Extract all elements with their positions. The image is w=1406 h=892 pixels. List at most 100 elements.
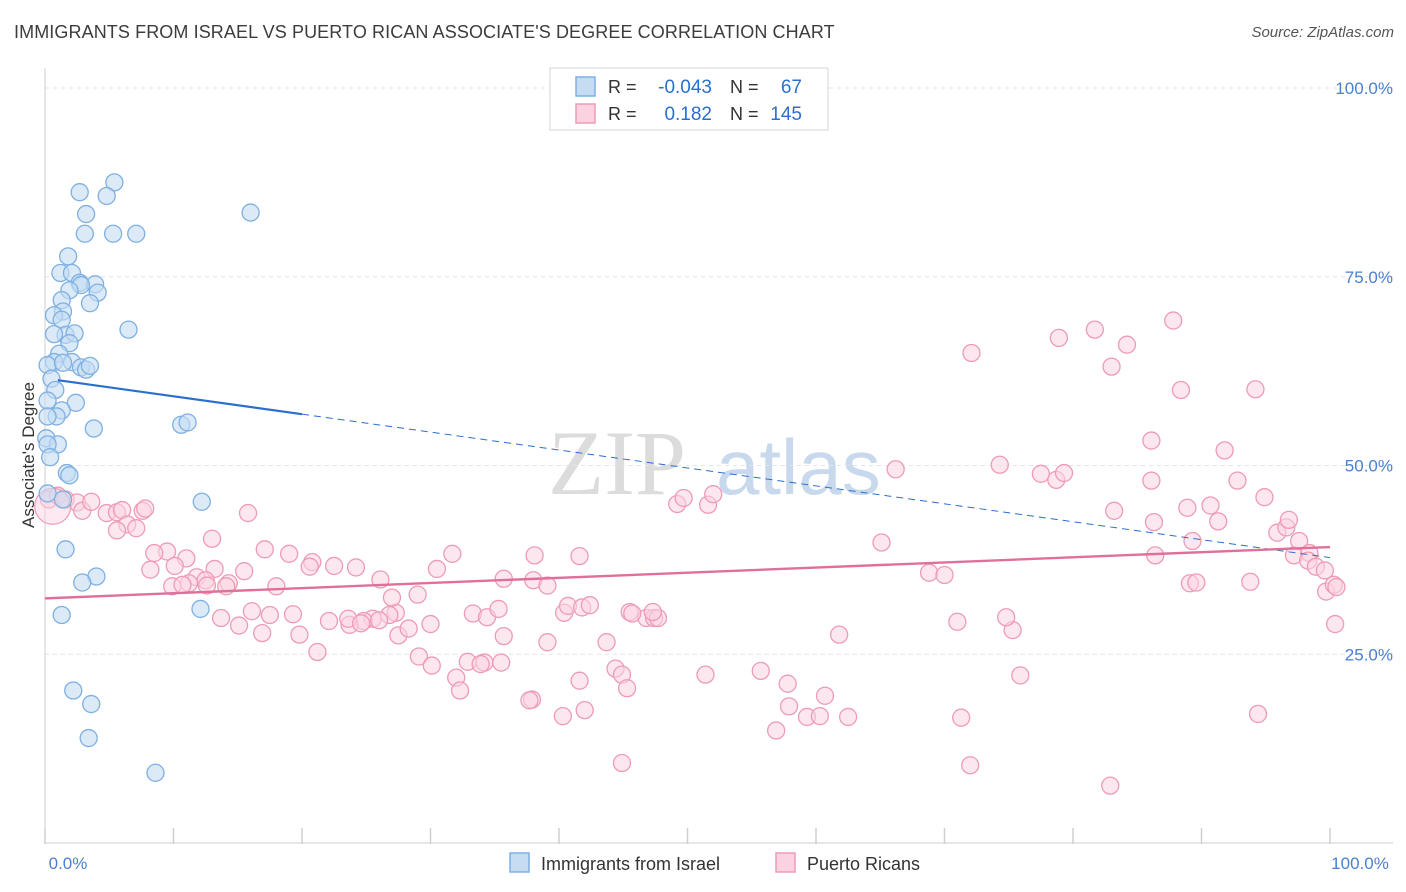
- pr-point-13: [107, 521, 127, 540]
- legend-label-israel[interactable]: Immigrants from Israel: [541, 854, 720, 874]
- pr-point-16: [255, 540, 274, 559]
- pr-point-103: [751, 661, 770, 681]
- pr-point-5: [82, 492, 101, 511]
- x-tick-label-min: 0.0%: [49, 854, 88, 873]
- pr-point-85: [553, 707, 573, 726]
- pr-point-46: [283, 605, 303, 624]
- pr-point-129: [1117, 335, 1137, 354]
- pr-point-133: [1142, 471, 1161, 490]
- pr-point-73: [471, 654, 490, 674]
- pr-point-20: [165, 556, 184, 576]
- israel-point-1: [70, 183, 89, 202]
- pr-point-15: [238, 503, 258, 523]
- israel-point-47: [40, 448, 60, 467]
- israel-point-4: [76, 204, 96, 224]
- pr-point-55: [351, 614, 371, 633]
- israel-point-59: [82, 694, 101, 714]
- pr-point-88: [617, 679, 637, 698]
- israel-point-33: [53, 353, 73, 372]
- pr-point-83: [570, 671, 589, 690]
- israel-trend-line: [57, 379, 303, 416]
- israel-point-0: [105, 173, 124, 192]
- pr-point-40: [382, 588, 402, 607]
- legend-swatch-israel[interactable]: [509, 852, 530, 873]
- pr-point-93: [597, 633, 616, 652]
- pr-point-166: [300, 557, 319, 576]
- pr-point-138: [1183, 531, 1202, 551]
- pr-point-163: [997, 608, 1016, 627]
- pr-point-107: [778, 674, 797, 693]
- israel-point-6: [103, 224, 123, 243]
- israel-point-52: [53, 490, 73, 509]
- pr-point-65: [494, 626, 513, 646]
- pr-point-119: [962, 343, 981, 363]
- pr-point-111: [829, 625, 849, 644]
- pr-point-134: [1144, 512, 1164, 532]
- pr-point-94: [643, 602, 662, 622]
- pr-point-123: [1031, 464, 1051, 483]
- pr-point-66: [409, 647, 429, 666]
- pr-point-113: [886, 460, 905, 479]
- israel-point-41: [84, 419, 103, 438]
- y-tick-label-75: 75.0%: [1345, 268, 1393, 287]
- pr-point-144: [1215, 441, 1234, 460]
- pr-point-117: [952, 708, 971, 727]
- pr-point-164: [704, 485, 723, 504]
- stats-legend-frame: [549, 67, 829, 131]
- pr-point-60: [427, 559, 447, 579]
- pr-point-35: [324, 556, 344, 576]
- pr-point-126: [1049, 328, 1069, 348]
- pr-point-67: [422, 656, 441, 675]
- stats-r-label-pr: R =: [608, 104, 637, 124]
- pr-point-137: [1171, 380, 1191, 400]
- pr-point-96: [570, 546, 589, 566]
- israel-point-40: [38, 407, 57, 426]
- chart-title: IMMIGRANTS FROM ISRAEL VS PUERTO RICAN A…: [14, 22, 835, 42]
- pr-point-75: [525, 546, 544, 565]
- pr-point-139: [1178, 498, 1197, 517]
- pr-point-53: [308, 642, 327, 662]
- stats-n-value-israel: 67: [781, 77, 802, 98]
- israel-point-7: [127, 224, 146, 243]
- pr-point-162: [1327, 577, 1346, 597]
- pr-point-145: [1228, 471, 1247, 490]
- pr-point-102: [696, 665, 715, 684]
- pr-point-58: [399, 619, 418, 638]
- israel-point-43: [178, 413, 197, 432]
- israel-trend-line-projection: [301, 413, 1331, 559]
- legend-swatch-pr[interactable]: [775, 852, 796, 873]
- stats-n-label-israel: N =: [730, 77, 759, 97]
- israel-point-60: [79, 728, 98, 748]
- source-label: Source: ZipAtlas.com: [1251, 24, 1394, 41]
- stats-n-value-pr: 145: [770, 104, 802, 125]
- watermark-atlas: atlas: [716, 423, 881, 511]
- pr-point-84: [575, 700, 594, 720]
- pr-point-33: [267, 577, 286, 596]
- pr-point-147: [1246, 380, 1265, 399]
- y-tick-label-50: 50.0%: [1345, 457, 1393, 476]
- pr-point-161: [1325, 614, 1345, 634]
- pr-point-136: [1164, 311, 1183, 330]
- pr-point-146: [1241, 572, 1260, 591]
- pr-point-39: [408, 585, 427, 604]
- pr-point-98: [520, 691, 539, 710]
- pr-point-131: [1101, 776, 1120, 795]
- israel-point-51: [192, 492, 211, 511]
- pr-point-128: [1102, 357, 1121, 376]
- pr-point-108: [815, 686, 835, 705]
- pr-point-51: [253, 623, 272, 643]
- watermark-zip: ZIP: [548, 412, 686, 514]
- stats-r-label-israel: R =: [608, 77, 637, 97]
- pr-point-72: [492, 653, 511, 672]
- israel-point-61: [146, 763, 165, 782]
- stats-legend-swatch-israel: [575, 76, 596, 97]
- pr-point-120: [990, 455, 1009, 474]
- pr-point-14: [202, 529, 222, 548]
- pr-point-104: [779, 697, 799, 716]
- israel-point-49: [60, 466, 79, 485]
- israel-point-56: [191, 599, 210, 619]
- legend-label-pr[interactable]: Puerto Ricans: [807, 854, 920, 874]
- pr-point-17: [279, 544, 299, 563]
- pr-point-49: [229, 616, 249, 635]
